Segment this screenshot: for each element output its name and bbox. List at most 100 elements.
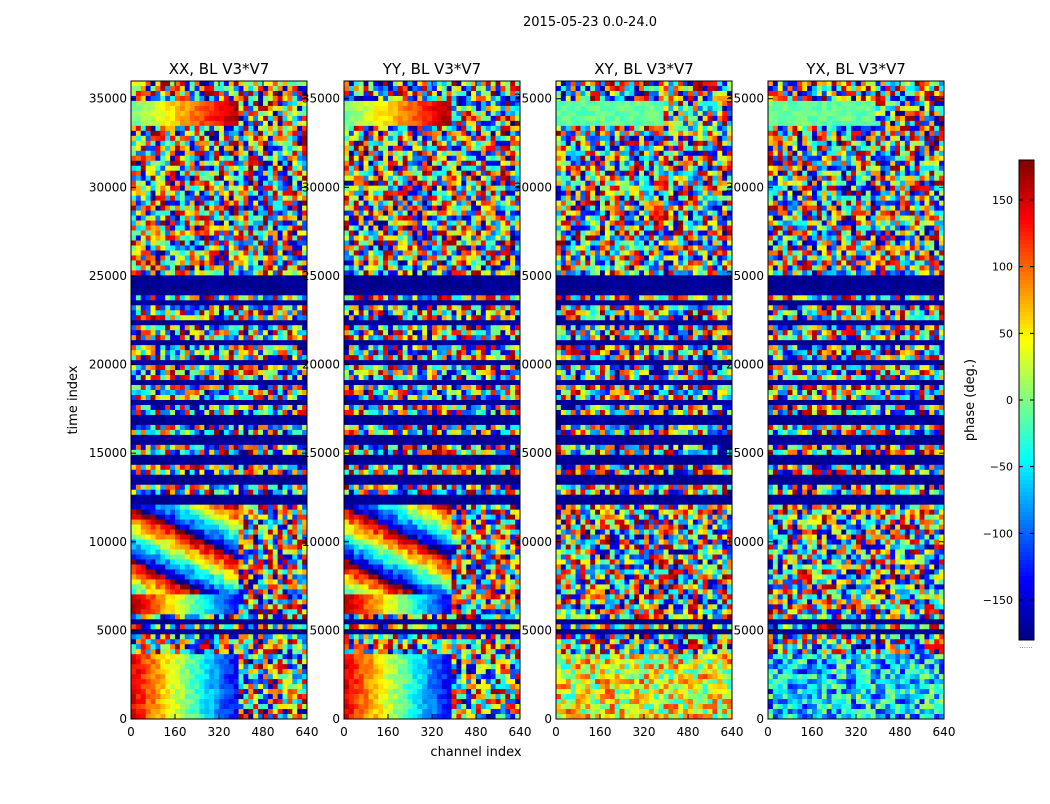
heatmap-cell (180, 380, 185, 385)
heatmap-cell (278, 679, 283, 684)
heatmap-cell (359, 91, 364, 96)
heatmap-cell (136, 659, 141, 664)
heatmap-cell (243, 221, 248, 226)
heatmap-cell (273, 186, 278, 191)
heatmap-cell (214, 236, 219, 241)
heatmap-cell (185, 609, 190, 614)
heatmap-cell (219, 320, 224, 325)
heatmap-cell (248, 435, 253, 440)
heatmap-cell (292, 315, 297, 320)
heatmap-cell (243, 226, 248, 231)
heatmap-cell (278, 136, 283, 141)
heatmap-cell (209, 639, 214, 644)
heatmap-cell (224, 270, 229, 275)
heatmap-cell (283, 290, 288, 295)
heatmap-cell (180, 480, 185, 485)
heatmap-cell (248, 231, 253, 236)
heatmap-cell (165, 385, 170, 390)
heatmap-cell (243, 699, 248, 704)
heatmap-cell (155, 236, 160, 241)
heatmap-cell (268, 385, 273, 390)
heatmap-cell (195, 241, 200, 246)
heatmap-cell (263, 674, 268, 679)
heatmap-cell (131, 520, 136, 525)
heatmap-cell (258, 310, 263, 315)
heatmap-cell (243, 285, 248, 290)
heatmap-cell (151, 440, 156, 445)
heatmap-cell (461, 86, 466, 91)
heatmap-cell (292, 156, 297, 161)
heatmap-cell (278, 709, 283, 714)
heatmap-cell (258, 300, 263, 305)
heatmap-cell (199, 315, 204, 320)
heatmap-cell (268, 111, 273, 116)
heatmap-cell (234, 121, 239, 126)
heatmap-cell (146, 335, 151, 340)
heatmap-cell (219, 350, 224, 355)
heatmap-cell (141, 639, 146, 644)
heatmap-cell (146, 310, 151, 315)
heatmap-cell (219, 395, 224, 400)
heatmap-cell (287, 545, 292, 550)
heatmap-cell (165, 480, 170, 485)
heatmap-cell (243, 599, 248, 604)
heatmap-cell (204, 186, 209, 191)
heatmap-cell (234, 584, 239, 589)
heatmap-cell (224, 485, 229, 490)
heatmap-cell (292, 619, 297, 624)
heatmap-cell (185, 689, 190, 694)
heatmap-cell (243, 260, 248, 265)
heatmap-cell (185, 709, 190, 714)
heatmap-cell (287, 679, 292, 684)
heatmap-cell (219, 669, 224, 674)
heatmap-cell (248, 186, 253, 191)
heatmap-cell (185, 236, 190, 241)
heatmap-cell (263, 171, 268, 176)
heatmap-cell (224, 315, 229, 320)
heatmap-cell (268, 146, 273, 151)
heatmap-cell (209, 211, 214, 216)
heatmap-cell (268, 430, 273, 435)
heatmap-cell (160, 355, 165, 360)
heatmap-cell (195, 101, 200, 106)
heatmap-cell (258, 604, 263, 609)
heatmap-cell (278, 584, 283, 589)
heatmap-cell (219, 619, 224, 624)
heatmap-cell (258, 584, 263, 589)
heatmap-cell (287, 420, 292, 425)
heatmap-cell (229, 146, 234, 151)
heatmap-cell (258, 654, 263, 659)
heatmap-cell (175, 350, 180, 355)
heatmap-cell (239, 191, 244, 196)
heatmap-cell (452, 116, 457, 121)
heatmap-cell (199, 669, 204, 674)
heatmap-cell (447, 86, 452, 91)
heatmap-cell (248, 121, 253, 126)
heatmap-cell (180, 594, 185, 599)
heatmap-cell (273, 619, 278, 624)
heatmap-cell (268, 81, 273, 86)
heatmap-cell (155, 400, 160, 405)
heatmap-cell (239, 86, 244, 91)
heatmap-cell (131, 689, 136, 694)
heatmap-cell (214, 176, 219, 181)
heatmap-cell (195, 535, 200, 540)
heatmap-cell (151, 91, 156, 96)
heatmap-cell (510, 111, 515, 116)
heatmap-cell (209, 345, 214, 350)
heatmap-cell (234, 315, 239, 320)
heatmap-cell (224, 520, 229, 525)
heatmap-cell (151, 231, 156, 236)
heatmap-cell (195, 450, 200, 455)
heatmap-cell (151, 679, 156, 684)
heatmap-cell (141, 674, 146, 679)
heatmap-cell (199, 674, 204, 679)
heatmap-cell (185, 171, 190, 176)
heatmap-cell (141, 435, 146, 440)
heatmap-cell (253, 106, 258, 111)
heatmap-cell (278, 545, 283, 550)
heatmap-cell (136, 450, 141, 455)
heatmap-cell (151, 370, 156, 375)
heatmap-cell (297, 659, 302, 664)
heatmap-cell (263, 560, 268, 565)
